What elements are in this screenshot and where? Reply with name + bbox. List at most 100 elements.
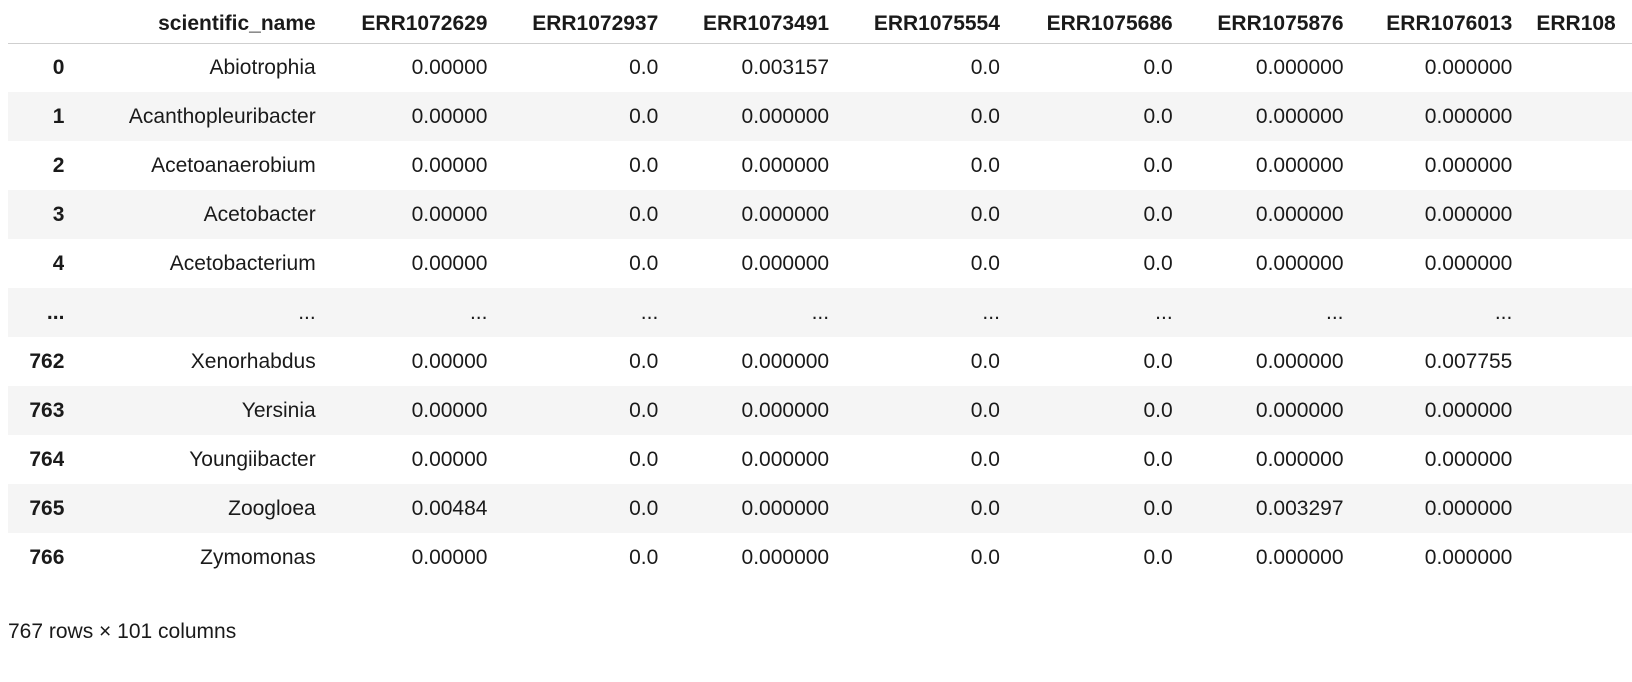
row-index: 2 [52,153,65,177]
row-index: 3 [52,202,65,226]
table-cell: 0.000000 [1255,545,1344,569]
table-cell: 0.000000 [1424,496,1513,520]
table-cell: 0.0 [1143,398,1173,422]
table-cell: 0.000000 [1255,349,1344,373]
table-cell: 0.00000 [411,349,488,373]
table-cell: 0.0 [629,55,659,79]
column-header: ERR1075686 [999,0,1173,44]
table-cell [1512,141,1632,190]
table-cell: 0.000000 [1255,104,1344,128]
index-column-header [8,0,65,44]
table-row: 766 Zymomonas 0.00000 0.0 0.000000 0.0 0.0 0.00… [8,533,1632,582]
row-index: ... [46,300,65,324]
table-cell: 0.0 [1143,545,1173,569]
table-cell [1512,43,1632,92]
table-cell: 0.000000 [741,153,830,177]
table-cell [1512,92,1632,141]
row-index: 763 [29,398,65,422]
table-cell: 0.000000 [1424,447,1513,471]
scientific-name-cell: Yersinia [241,398,316,422]
table-cell: 0.000000 [1424,202,1513,226]
table-cell: ... [1494,300,1513,324]
table-cell: ... [982,300,1000,324]
table-cell: ... [1325,300,1344,324]
table-cell: ... [1155,300,1173,324]
table-row: 1 Acanthopleuribacter 0.00000 0.0 0.000000 0.… [8,92,1632,141]
table-cell [1512,288,1632,337]
scientific-name-cell: Zymomonas [200,545,316,569]
table-cell: 0.0 [1143,251,1173,275]
scientific-name-cell: Zoogloea [228,496,316,520]
table-cell: 0.00000 [411,104,488,128]
column-header: ERR1075876 [1172,0,1344,44]
table-row: 763 Yersinia 0.00000 0.0 0.000000 0.0 0.0 0.000… [8,386,1632,435]
table-cell: 0.0 [1143,202,1173,226]
table-cell: 0.00000 [411,202,488,226]
column-header: ERR1072629 [315,0,488,44]
table-cell: 0.0 [970,251,1000,275]
column-header: ERR1073491 [658,0,830,44]
table-row: 765 Zoogloea 0.00484 0.0 0.000000 0.0 0.0 0.003… [8,484,1632,533]
table-cell: 0.0 [970,398,1000,422]
row-index: 0 [52,55,65,79]
scientific-name-cell: Youngiibacter [189,447,316,471]
table-cell: 0.0 [1143,153,1173,177]
dataframe-output: scientific_name ERR1072629 ERR1072937 ER… [8,0,1632,682]
table-cell: 0.000000 [1255,55,1344,79]
table-row: 0 Abiotrophia 0.00000 0.0 0.003157 0.0 0.0 0.00… [8,43,1632,92]
table-cell: 0.000000 [1255,398,1344,422]
table-cell: 0.00000 [411,153,488,177]
table-cell: 0.0 [970,349,1000,373]
table-cell: 0.0 [970,545,1000,569]
table-cell [1512,435,1632,484]
table-cell: 0.000000 [741,251,830,275]
table-cell: 0.00000 [411,447,488,471]
column-header: ERR1075554 [829,0,1000,44]
table-cell: 0.0 [629,153,659,177]
scientific-name-cell: ... [298,300,316,324]
table-cell: 0.00000 [411,251,488,275]
table-cell: 0.000000 [741,545,830,569]
table-cell: 0.000000 [1255,251,1344,275]
table-cell: ... [640,300,659,324]
table-cell: 0.00484 [411,496,488,520]
table-cell [1512,386,1632,435]
table-cell: 0.00000 [411,398,488,422]
table-cell: 0.0 [1143,496,1173,520]
scientific-name-cell: Abiotrophia [209,55,316,79]
table-cell: 0.0 [1143,447,1173,471]
table-row: 762 Xenorhabdus 0.00000 0.0 0.000000 0.0 0.0 0.… [8,337,1632,386]
table-cell: 0.000000 [1424,545,1513,569]
table-cell: 0.000000 [741,349,830,373]
table-header: scientific_name ERR1072629 ERR1072937 ER… [8,0,1632,44]
table-cell: ... [469,300,488,324]
table-cell: 0.000000 [741,496,830,520]
table-cell: 0.000000 [1424,55,1513,79]
table-cell: 0.000000 [741,398,830,422]
row-index: 766 [29,545,65,569]
row-index: 762 [29,349,65,373]
table-cell: 0.003157 [741,55,830,79]
table-cell: 0.000000 [1255,447,1344,471]
table-cell: 0.000000 [741,447,830,471]
table-cell: 0.000000 [1424,153,1513,177]
dataframe-table: scientific_name ERR1072629 ERR1072937 ER… [8,0,1632,582]
table-cell: 0.000000 [1424,398,1513,422]
column-header: ERR1072937 [487,0,659,44]
table-row: 3 Acetobacter 0.00000 0.0 0.000000 0.0 0.0 0.00… [8,190,1632,239]
table-cell: 0.0 [970,496,1000,520]
row-index: 1 [52,104,65,128]
table-cell [1512,190,1632,239]
dataframe-shape-label: 767 rows × 101 columns [8,620,237,643]
table-cell: 0.0 [629,104,659,128]
row-index: 4 [52,251,65,275]
table-cell: 0.0 [629,447,659,471]
table-cell: 0.0 [1143,349,1173,373]
column-header: ERR1076013 [1343,0,1513,44]
table-cell: 0.000000 [741,202,830,226]
table-cell: 0.00000 [411,55,488,79]
column-header: scientific_name [64,0,316,44]
table-cell: 0.007755 [1424,349,1513,373]
table-cell: 0.00000 [411,545,488,569]
table-cell: 0.0 [970,104,1000,128]
